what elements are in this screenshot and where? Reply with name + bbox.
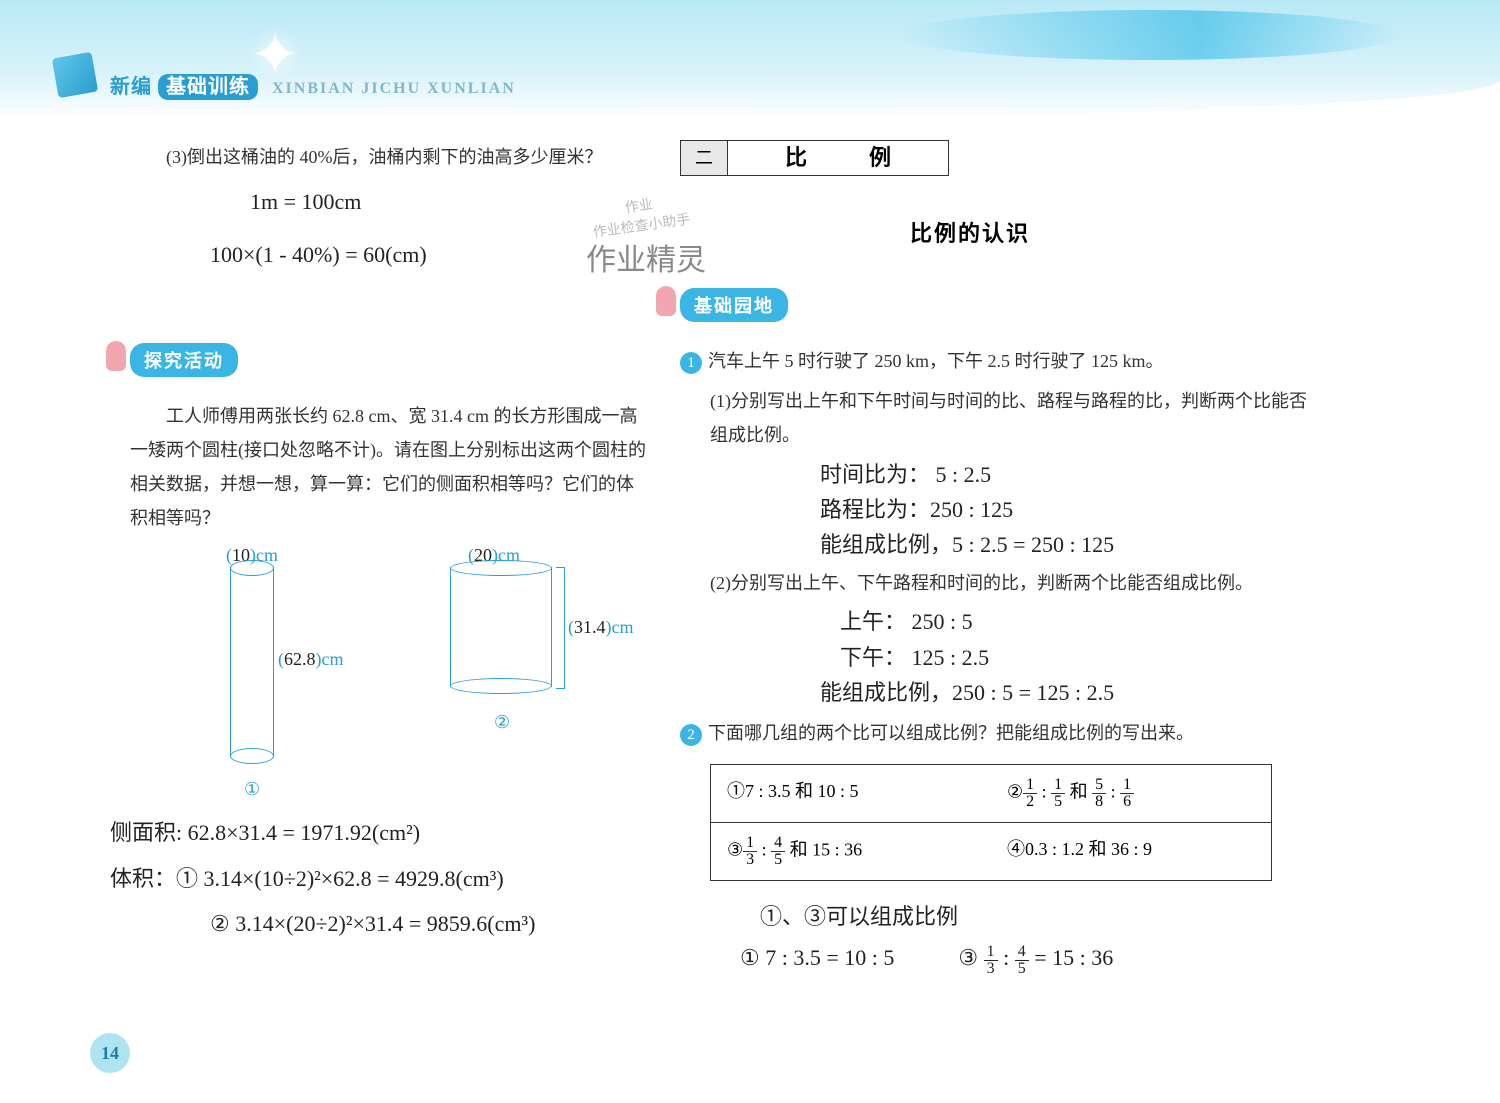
q1-hw1: 时间比为： 5 : 2.5 [820,457,1320,492]
top-banner [0,0,1500,120]
q1-number-badge: 1 [680,352,702,374]
series-prefix: 新编 [110,76,152,98]
right-column: 二 比 例 比例的认识 基础园地 1 汽车上午 5 时行驶了 250 km，下午 … [680,140,1320,977]
opt3-suffix: 和 15 : 36 [785,840,862,860]
hw-area: 侧面积: 62.8×31.4 = 1971.92(cm²) [110,815,650,850]
q1-p2: (2)分别写出上午、下午路程和时间的比，判断两个比能否组成比例。 [710,566,1320,600]
hw-vol-label: 体积： [110,866,176,891]
unit-box: 二 比 例 [680,140,949,176]
opt2: ②12 : 15 和 58 : 16 [991,765,1271,822]
hw-vol2: ② 3.14×(20÷2)²×31.4 = 9859.6(cm³) [210,906,650,941]
series-pinyin: XINBIAN JICHU XUNLIAN [272,80,516,97]
q1-p1: (1)分别写出上午和下午时间与时间的比、路程与路程的比，判断两个比能否组成比例。 [710,384,1320,452]
opt4: ④0.3 : 1.2 和 36 : 9 [991,823,1271,880]
q1-hw5: 下午： 125 : 2.5 [840,640,1320,675]
book-icon [52,52,98,98]
unit-title: 比 例 [728,141,948,175]
q1-hw3: 能组成比例，5 : 2.5 = 250 : 125 [820,527,1320,562]
cyl1-side-hw: 62.8 [284,649,316,669]
table-row: ③13 : 45 和 15 : 36 ④0.3 : 1.2 和 36 : 9 [711,822,1271,880]
q2-hw3: ③ 13 : 45 = 15 : 36 [958,945,1113,970]
opt2-prefix: ② [1007,782,1023,802]
hw-vol1: ① 3.14×(10÷2)²×62.8 = 4929.8(cm³) [176,866,504,891]
opt3-prefix: ③ [727,840,743,860]
q2-stem: 下面哪几组的两个比可以组成比例？把能组成比例的写出来。 [708,723,1194,743]
q1-hw2: 路程比为：250 : 125 [820,492,1320,527]
hw-1m: 1m = 100cm [250,184,650,219]
cylinder-figure: (10)cm (62.8)cm ① (20)cm (31.4)cm ② [130,547,650,807]
q2-options-table: ①7 : 3.5 和 10 : 5 ②12 : 15 和 58 : 16 ③13… [710,764,1272,881]
q1-hw6: 能组成比例，250 : 5 = 125 : 2.5 [820,675,1320,710]
unit-number: 二 [681,141,728,175]
q2-hw3-prefix: ③ [958,945,983,970]
explore-para: 工人师傅用两张长约 62.8 cm、宽 31.4 cm 的长方形围成一高一矮两个… [130,399,650,536]
q1-stem: 汽车上午 5 时行驶了 250 km，下午 2.5 时行驶了 125 km。 [708,351,1164,371]
q2-hw2: ① 7 : 3.5 = 10 : 5 [740,945,894,970]
cylinder-2 [450,567,552,687]
cyl2-side-hw: 31.4 [574,617,606,637]
table-row: ①7 : 3.5 和 10 : 5 ②12 : 15 和 58 : 16 [711,765,1271,822]
left-column: (3)倒出这桶油的 40%后，油桶内剩下的油高多少厘米？ 1m = 100cm … [130,140,650,941]
section-basic-pill: 基础园地 [680,288,788,322]
q2-hw3-suffix: = 15 : 36 [1029,945,1114,970]
section-explore-pill: 探究活动 [130,343,238,377]
series-pill: 基础训练 [158,74,258,100]
cylinder-1 [230,567,274,757]
q3-text: (3)倒出这桶油的 40%后，油桶内剩下的油高多少厘米？ [130,140,650,174]
opt1: ①7 : 3.5 和 10 : 5 [711,765,991,822]
q1-hw4: 上午： 250 : 5 [840,604,1320,639]
q2-hw1: ①、③可以组成比例 [760,899,1320,934]
cyl2-side-suffix: )cm [606,617,634,637]
page-body: 作业 作业检查小助手 作业精灵 (3)倒出这桶油的 40%后，油桶内剩下的油高多… [0,140,1500,1100]
page-number-badge: 14 [90,1033,130,1073]
cyl1-side-suffix: )cm [316,649,344,669]
hw-calc1: 100×(1 - 40%) = 60(cm) [210,237,650,272]
series-title: 新编 基础训练 XINBIAN JICHU XUNLIAN [110,70,516,99]
opt3: ③13 : 45 和 15 : 36 [711,823,991,880]
cyl2-index: ② [494,712,510,733]
bracket-icon [556,567,565,689]
q2-number-badge: 2 [680,724,702,746]
subsection-title: 比例的认识 [820,216,1120,248]
cyl1-index: ① [244,779,260,800]
